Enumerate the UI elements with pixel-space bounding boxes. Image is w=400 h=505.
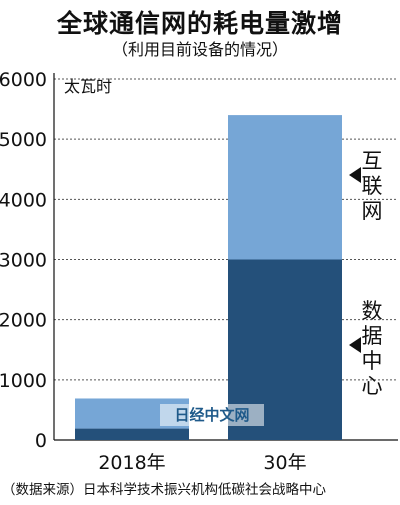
legend-label-char: 心 [362, 374, 383, 398]
legend-label-char: 网 [362, 199, 383, 223]
bar-segment [75, 428, 189, 440]
legend-label-char: 联 [362, 174, 383, 198]
legend-label-char: 互 [362, 149, 383, 173]
watermark: 日经中文网 [174, 406, 249, 424]
y-tick-label: 6000 [0, 69, 47, 91]
legend-arrow [349, 337, 361, 353]
legend-label-char: 据 [362, 324, 383, 348]
y-tick-label: 4000 [0, 189, 47, 211]
y-tick-label: 5000 [0, 129, 47, 151]
bar-segment [228, 115, 342, 260]
legend-label-char: 数 [362, 299, 383, 323]
y-tick-label: 0 [35, 430, 47, 452]
chart: 0 1000 2000 3000 4000 5000 6000 太瓦时 2018年 30年 数据中心… [0, 69, 398, 470]
x-category-label: 30年 [263, 452, 306, 470]
source-note: （数据来源）日本科学技术振兴机构低碳社会战略中心 [2, 482, 326, 498]
x-category-label: 2018年 [98, 452, 165, 470]
y-tick-label: 2000 [0, 310, 47, 332]
legend-arrow [349, 167, 361, 183]
y-tick-label: 3000 [0, 250, 47, 272]
legend-label-char: 中 [362, 349, 383, 373]
chart-subtitle: （利用目前设备的情况） [111, 40, 288, 59]
y-tick-label: 1000 [0, 370, 47, 392]
chart-title: 全球通信网的耗电量激增 [56, 9, 343, 38]
y-unit-label: 太瓦时 [64, 77, 112, 96]
watermark-backdrop [160, 404, 264, 426]
